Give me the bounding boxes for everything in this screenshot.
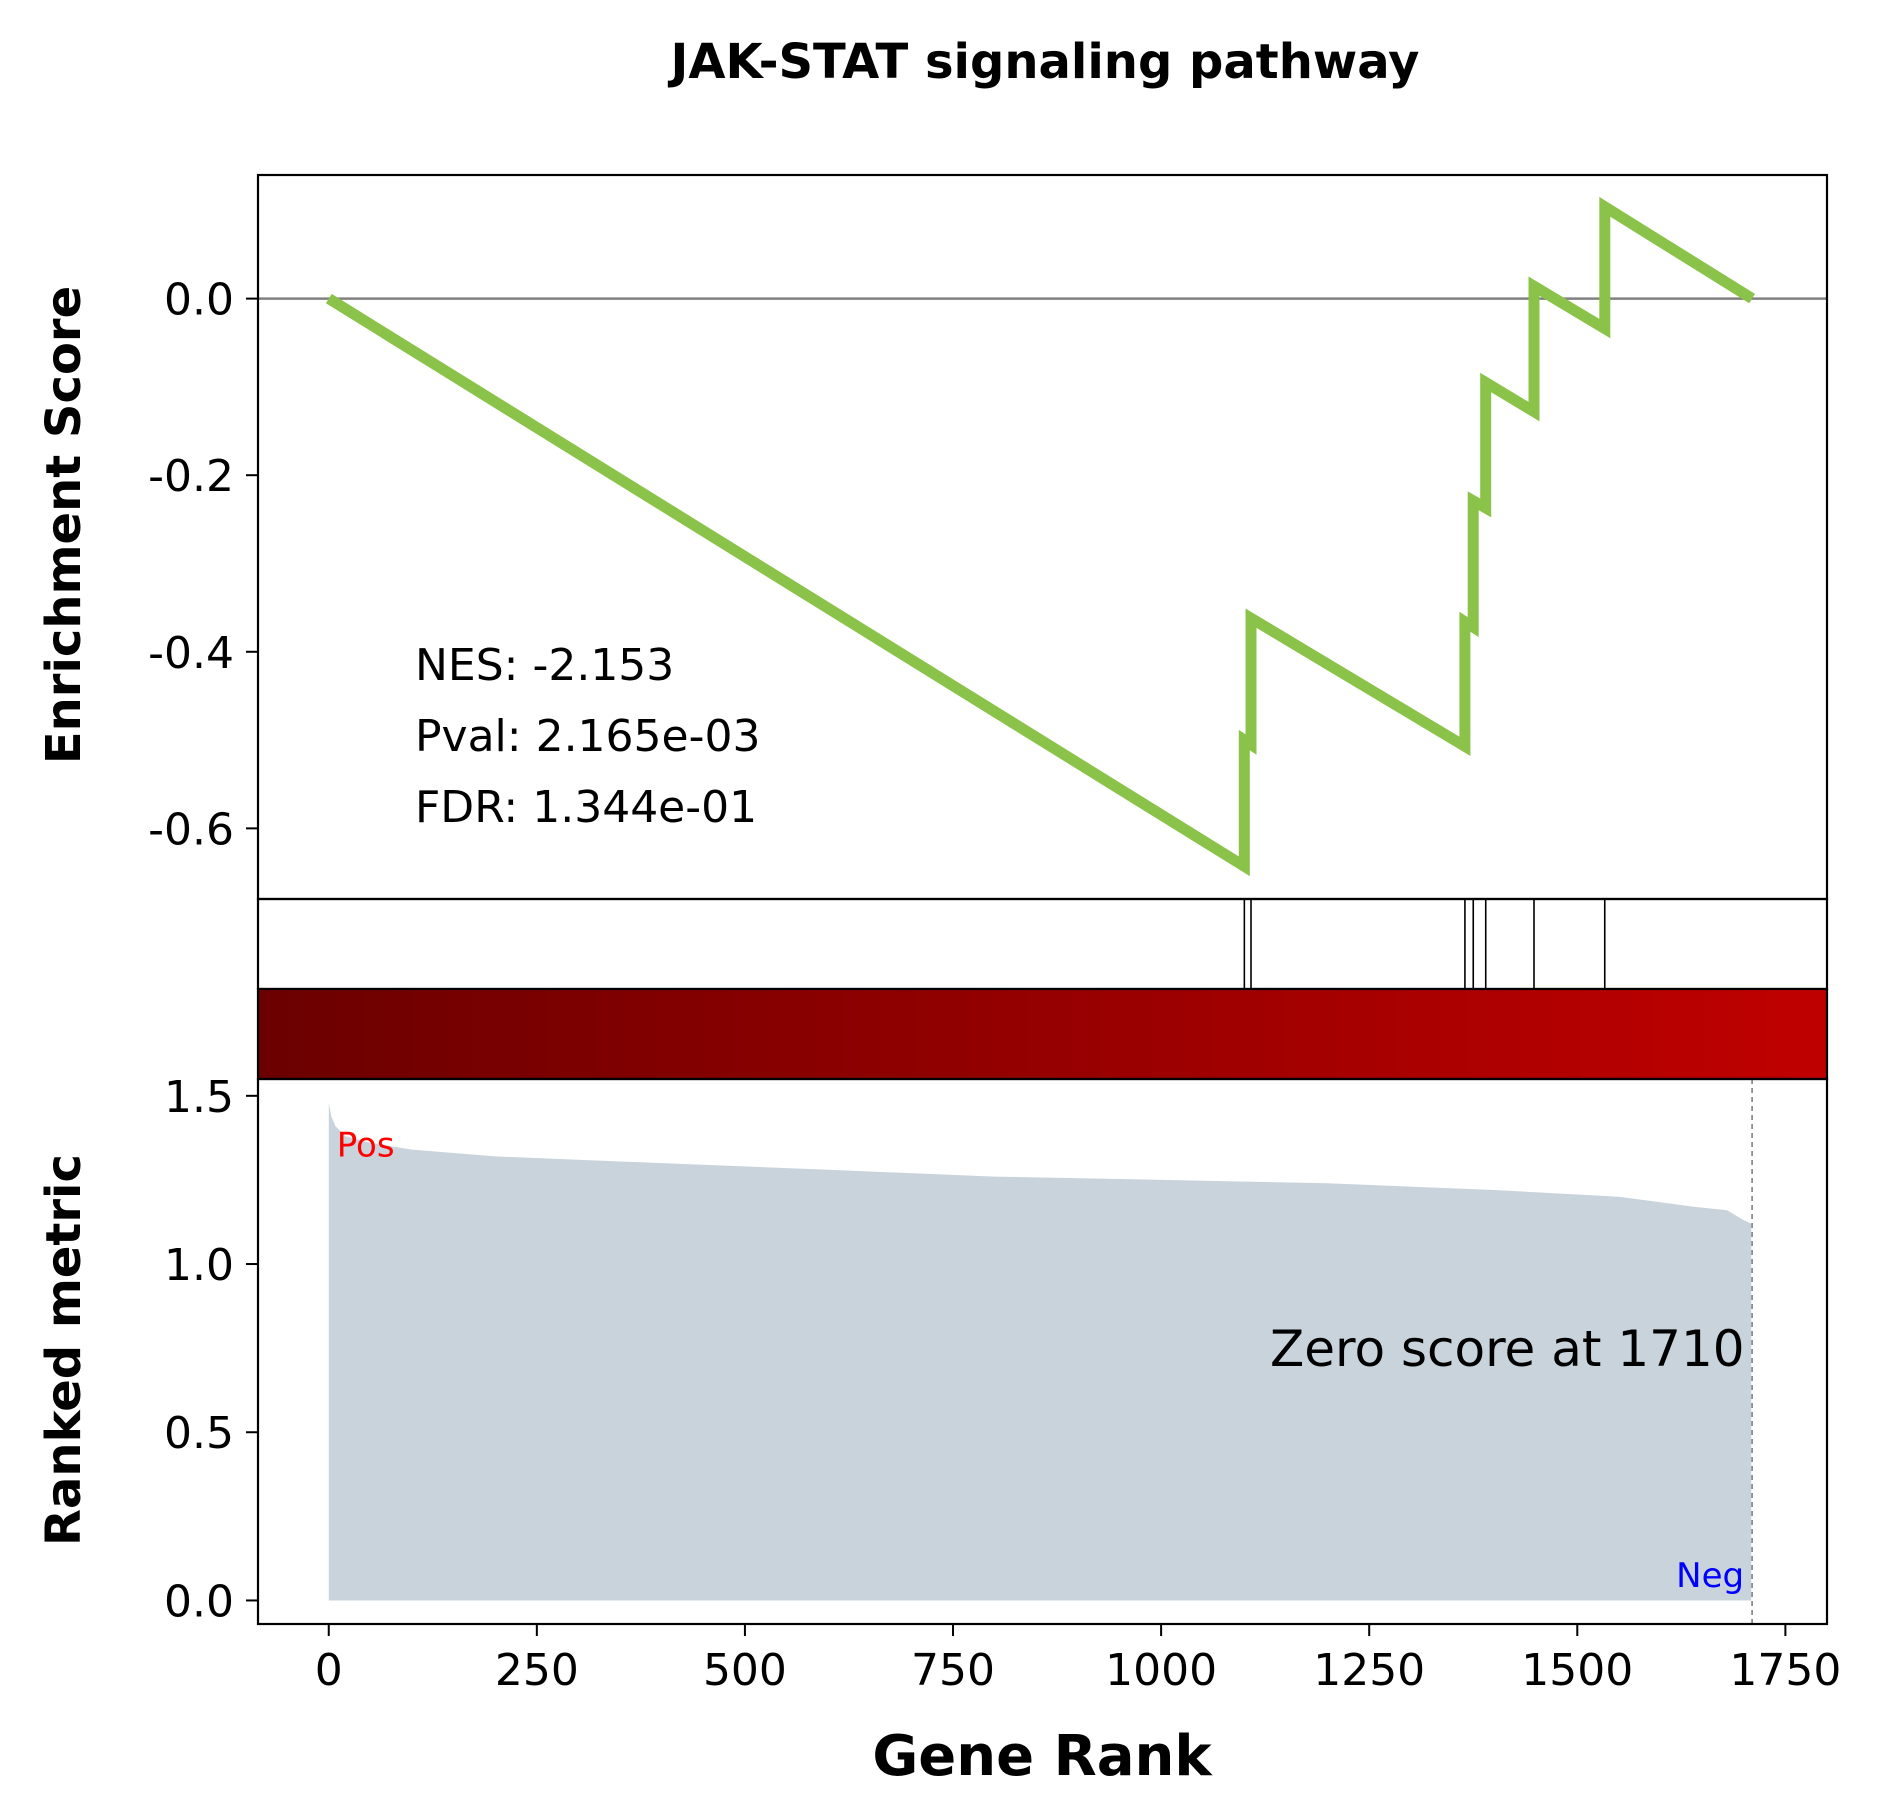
- nes-stat: NES: -2.153: [415, 640, 674, 691]
- rm-ytick-label: 1.0: [164, 1240, 234, 1291]
- es-ylabel: Enrichment Score: [36, 286, 92, 764]
- colorbar-fill: [258, 989, 1827, 1079]
- x-tick-label: 1000: [1105, 1645, 1217, 1696]
- rm-ytick-label: 0.0: [164, 1576, 234, 1627]
- x-tick-label: 1750: [1729, 1645, 1841, 1696]
- zero-score-label: Zero score at 1710: [1270, 1320, 1745, 1378]
- chart-title: JAK-STAT signaling pathway: [668, 34, 1420, 90]
- pos-label: Pos: [337, 1125, 395, 1165]
- x-axis-label: Gene Rank: [872, 1724, 1213, 1789]
- es-ytick-label: -0.4: [148, 628, 234, 679]
- ranked-metric-area: [328, 1102, 1752, 1601]
- rm-ytick-label: 0.5: [164, 1408, 234, 1459]
- rm-ytick-label: 1.5: [164, 1072, 234, 1123]
- es-ytick-label: -0.2: [148, 451, 234, 502]
- rm-ylabel: Ranked metric: [36, 1154, 92, 1546]
- fdr-stat: FDR: 1.344e-01: [415, 782, 757, 833]
- x-tick-label: 500: [703, 1645, 787, 1696]
- ranked-metric-frame: [256, 1077, 1829, 1626]
- neg-label: Neg: [1676, 1556, 1744, 1596]
- es-ytick-label: -0.6: [148, 804, 234, 855]
- pval-stat: Pval: 2.165e-03: [415, 711, 760, 762]
- enrichment-panel: 0.0 -0.2 -0.4 -0.6 Enrichment Score NES: -2…: [36, 173, 1829, 901]
- x-tick-label: 250: [495, 1645, 579, 1696]
- rank-colorbar: [256, 987, 1829, 1081]
- running-es-line: [325, 196, 1756, 877]
- ranked-metric-panel: 0.00.51.01.5 0 250 500 750 1000 1250 1500 1750 …: [36, 1072, 1841, 1789]
- x-tick-label: 0: [315, 1645, 343, 1696]
- es-ytick-label: 0.0: [164, 275, 234, 326]
- x-tick-label: 1250: [1313, 1645, 1425, 1696]
- x-tick-label: 1500: [1521, 1645, 1633, 1696]
- x-tick-label: 750: [911, 1645, 995, 1696]
